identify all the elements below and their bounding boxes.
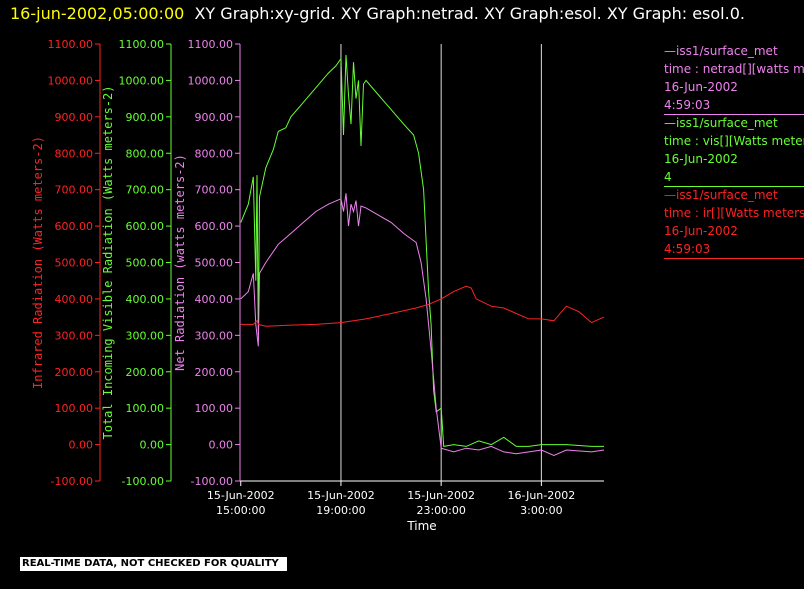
y-tick-label: 1000.00 [119,74,165,87]
title-timestamp: 16-jun-2002,05:00:00 [10,4,185,23]
x-tick-label: 15-Jun-2002 [207,489,275,502]
y-tick-label: 600.00 [55,220,94,233]
x-tick-label: 3:00:00 [520,504,562,517]
y-tick-label: 300.00 [126,329,165,342]
y-tick-label: 1000.00 [188,74,234,87]
y-tick-label: 1100.00 [48,38,94,51]
x-tick-label: 15:00:00 [216,504,265,517]
y-tick-label: 800.00 [195,147,234,160]
legend-entry-vis: —iss1/surface_met time : vis[][Watts met… [664,114,804,187]
y-tick-label: 1000.00 [48,74,94,87]
y-tick-label: -100.00 [122,475,164,488]
y-tick-label: 300.00 [195,329,234,342]
series-line-vis [240,54,604,447]
x-tick-label: 15-Jun-2002 [407,489,475,502]
page-title: 16-jun-2002,05:00:00 XY Graph:xy-grid. X… [10,3,800,25]
y-axis-title: Infrared Radiation (Watts meters-2) [31,136,45,389]
y-tick-label: 500.00 [195,257,234,270]
y-tick-label: 900.00 [126,111,165,124]
title-graph-list: XY Graph:xy-grid. XY Graph:netrad. XY Gr… [194,4,745,23]
y-tick-label: 600.00 [126,220,165,233]
y-tick-label: -100.00 [51,475,93,488]
legend-source: —iss1/surface_met [664,188,778,202]
legend-date: 16-Jun-2002 [664,224,738,238]
x-tick-label: 15-Jun-2002 [307,489,375,502]
y-tick-label: 900.00 [55,111,94,124]
legend-time: 4 [664,170,672,184]
series-line-ir [240,285,605,327]
quality-disclaimer: REAL-TIME DATA, NOT CHECKED FOR QUALITY [20,557,287,571]
legend-entry-ir: —iss1/surface_met time : ir[][Watts mete… [664,186,804,259]
y-tick-label: -100.00 [191,475,233,488]
y-tick-label: 200.00 [195,366,234,379]
legend-entry-netrad: —iss1/surface_met time : netrad[][watts … [664,42,804,115]
y-tick-label: 100.00 [55,402,94,415]
x-axis-title: Time [406,519,436,533]
y-tick-label: 700.00 [195,184,234,197]
legend-label: time : vis[][Watts meters-2] [664,134,804,148]
x-tick-label: 19:00:00 [316,504,365,517]
legend-source: —iss1/surface_met [664,116,778,130]
y-tick-label: 700.00 [126,184,165,197]
y-tick-label: 1100.00 [188,38,234,51]
x-tick-label: 23:00:00 [416,504,465,517]
legend-label: time : ir[][Watts meters-2] [664,206,804,220]
y-tick-label: 400.00 [195,293,234,306]
y-tick-label: 400.00 [55,293,94,306]
y-tick-label: 1100.00 [119,38,165,51]
y-tick-label: 300.00 [55,329,94,342]
y-tick-label: 700.00 [55,184,94,197]
y-tick-label: 500.00 [55,257,94,270]
series-line-netrad [240,193,605,457]
y-tick-label: 400.00 [126,293,165,306]
y-tick-label: 100.00 [195,402,234,415]
legend-date: 16-Jun-2002 [664,152,738,166]
y-axis-title: Total Incoming Visible Radiation (Watts … [101,85,115,439]
y-tick-label: 0.00 [140,439,165,452]
legend-label: time : netrad[][watts meters-2] [664,62,804,76]
y-tick-label: 0.00 [69,439,94,452]
y-tick-label: 800.00 [126,147,165,160]
y-tick-label: 800.00 [55,147,94,160]
y-tick-label: 200.00 [126,366,165,379]
y-tick-label: 900.00 [195,111,234,124]
y-tick-label: 100.00 [126,402,165,415]
x-tick-label: 16-Jun-2002 [508,489,576,502]
legend-date: 16-Jun-2002 [664,80,738,94]
y-axis-title: Net Radiation (watts meters-2) [173,154,187,371]
legend-source: —iss1/surface_met [664,44,778,58]
y-tick-label: 500.00 [126,257,165,270]
y-tick-label: 0.00 [209,439,234,452]
legend-time: 4:59:03 [664,98,711,112]
y-tick-label: 600.00 [195,220,234,233]
y-tick-label: 200.00 [55,366,94,379]
legend-time: 4:59:03 [664,242,711,256]
